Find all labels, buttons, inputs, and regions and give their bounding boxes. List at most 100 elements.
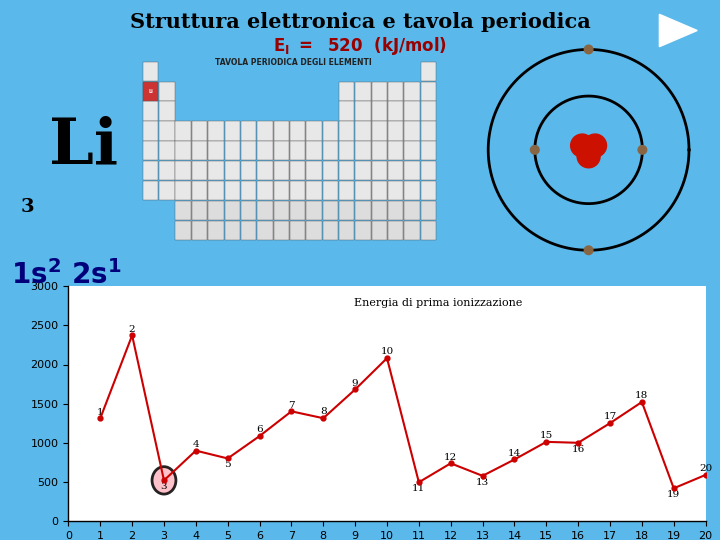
Text: 15: 15 [540, 431, 553, 440]
Text: 16: 16 [572, 444, 585, 454]
Bar [339, 181, 354, 200]
Text: 17: 17 [603, 413, 616, 421]
Bar [257, 122, 273, 140]
Text: 20: 20 [699, 464, 712, 473]
Text: 7: 7 [288, 401, 294, 409]
Bar [290, 141, 305, 160]
Bar [290, 122, 305, 140]
Bar [143, 102, 158, 120]
Bar [306, 220, 322, 240]
Bar [388, 102, 403, 120]
Circle shape [577, 145, 600, 168]
Bar [388, 201, 403, 220]
Text: $\mathbf{E_I}$ $\mathbf{=}$  $\mathbf{520}$  $\mathbf{(kJ/mol)}$: $\mathbf{E_I}$ $\mathbf{=}$ $\mathbf{520… [273, 35, 447, 57]
Bar [176, 141, 191, 160]
Bar [241, 122, 256, 140]
Circle shape [584, 134, 606, 157]
Bar [404, 220, 420, 240]
Bar [372, 102, 387, 120]
Bar [225, 181, 240, 200]
Bar [159, 102, 174, 120]
Bar [159, 122, 174, 140]
Bar [420, 141, 436, 160]
Bar [143, 161, 158, 180]
Bar [372, 122, 387, 140]
Bar [355, 181, 371, 200]
Bar [143, 141, 158, 160]
Bar [192, 181, 207, 200]
Bar [176, 220, 191, 240]
Bar [420, 82, 436, 101]
Text: 5: 5 [225, 460, 231, 469]
Bar [257, 161, 273, 180]
Bar [372, 201, 387, 220]
Circle shape [638, 146, 647, 154]
Bar [208, 122, 223, 140]
Bar [420, 102, 436, 120]
Circle shape [531, 146, 539, 154]
Bar [404, 201, 420, 220]
Bar [192, 122, 207, 140]
Bar [143, 62, 158, 81]
Bar [388, 141, 403, 160]
Bar [143, 82, 158, 101]
Bar [404, 181, 420, 200]
Bar [274, 122, 289, 140]
Bar [372, 161, 387, 180]
Bar [404, 141, 420, 160]
Bar [274, 141, 289, 160]
Bar [208, 181, 223, 200]
Bar [274, 161, 289, 180]
Bar [257, 220, 273, 240]
Bar [339, 161, 354, 180]
Bar [323, 181, 338, 200]
Bar [159, 82, 174, 101]
Bar [306, 161, 322, 180]
Bar [355, 201, 371, 220]
Bar [306, 181, 322, 200]
Bar [257, 141, 273, 160]
Polygon shape [660, 14, 697, 46]
Bar [241, 161, 256, 180]
Bar [225, 141, 240, 160]
Bar [323, 161, 338, 180]
Bar [192, 161, 207, 180]
Bar [372, 141, 387, 160]
Bar [355, 122, 371, 140]
Bar [208, 201, 223, 220]
Bar [159, 141, 174, 160]
Bar [225, 161, 240, 180]
Bar [420, 220, 436, 240]
Bar [323, 141, 338, 160]
Bar [192, 141, 207, 160]
Bar [274, 181, 289, 200]
Bar [192, 220, 207, 240]
Text: 18: 18 [635, 392, 649, 400]
Text: Li: Li [148, 89, 153, 94]
Bar [420, 181, 436, 200]
Bar [388, 181, 403, 200]
Bar [339, 141, 354, 160]
Circle shape [571, 134, 593, 157]
Bar [355, 82, 371, 101]
Bar [241, 220, 256, 240]
Text: 12: 12 [444, 453, 457, 462]
Bar [339, 102, 354, 120]
Text: Energia di prima ionizzazione: Energia di prima ionizzazione [354, 298, 522, 308]
Text: Li: Li [49, 116, 118, 176]
Bar [241, 141, 256, 160]
Bar [372, 181, 387, 200]
Bar [388, 220, 403, 240]
Bar [143, 122, 158, 140]
Bar [143, 181, 158, 200]
Bar [290, 161, 305, 180]
Text: 9: 9 [352, 379, 359, 388]
Bar [176, 161, 191, 180]
Bar [225, 122, 240, 140]
Text: $\mathbf{1s^2}$ $\mathbf{2s^1}$: $\mathbf{1s^2}$ $\mathbf{2s^1}$ [11, 260, 121, 290]
Text: 3: 3 [21, 198, 35, 215]
Text: 8: 8 [320, 408, 327, 416]
Bar [404, 102, 420, 120]
Bar [208, 161, 223, 180]
Bar [274, 201, 289, 220]
